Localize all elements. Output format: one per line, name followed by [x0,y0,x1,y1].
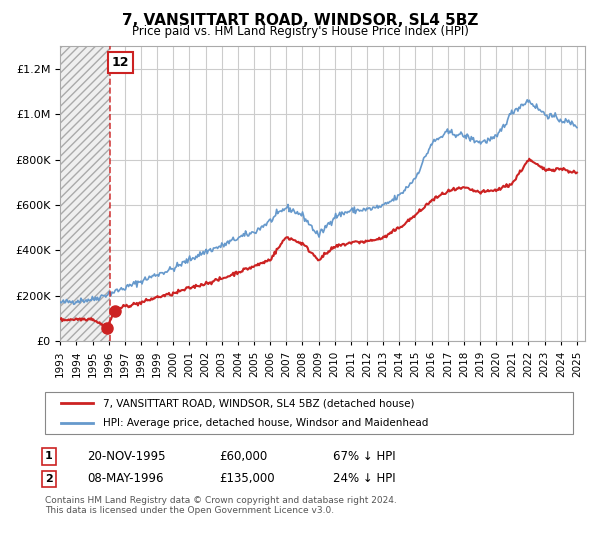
Text: 67% ↓ HPI: 67% ↓ HPI [333,450,395,463]
Text: 7, VANSITTART ROAD, WINDSOR, SL4 5BZ (detached house): 7, VANSITTART ROAD, WINDSOR, SL4 5BZ (de… [103,398,415,408]
Text: Contains HM Land Registry data © Crown copyright and database right 2024.: Contains HM Land Registry data © Crown c… [45,496,397,505]
Text: 2: 2 [45,474,53,484]
FancyBboxPatch shape [45,392,573,434]
Text: 1: 1 [45,451,53,461]
Text: 20-NOV-1995: 20-NOV-1995 [87,450,166,463]
Text: 08-MAY-1996: 08-MAY-1996 [87,472,163,486]
Text: 7, VANSITTART ROAD, WINDSOR, SL4 5BZ: 7, VANSITTART ROAD, WINDSOR, SL4 5BZ [122,13,478,28]
Text: 24% ↓ HPI: 24% ↓ HPI [333,472,395,486]
Text: 12: 12 [112,56,129,69]
Text: £60,000: £60,000 [219,450,267,463]
Bar [60,46,110,342]
Text: This data is licensed under the Open Government Licence v3.0.: This data is licensed under the Open Gov… [45,506,334,515]
Text: Price paid vs. HM Land Registry's House Price Index (HPI): Price paid vs. HM Land Registry's House … [131,25,469,38]
Text: HPI: Average price, detached house, Windsor and Maidenhead: HPI: Average price, detached house, Wind… [103,418,428,428]
Text: £135,000: £135,000 [219,472,275,486]
